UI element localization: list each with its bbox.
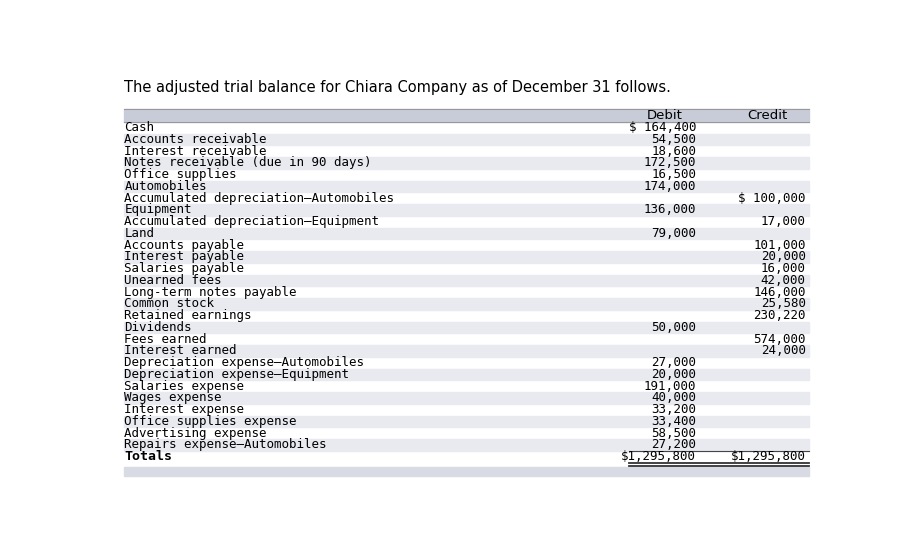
Text: Interest receivable: Interest receivable — [125, 144, 267, 158]
Text: 574,000: 574,000 — [753, 332, 806, 346]
Text: Notes receivable (due in 90 days): Notes receivable (due in 90 days) — [125, 156, 372, 169]
Text: Office supplies expense: Office supplies expense — [125, 415, 297, 428]
Text: Long-term notes payable: Long-term notes payable — [125, 286, 297, 299]
Text: Accumulated depreciation–Equipment: Accumulated depreciation–Equipment — [125, 215, 380, 228]
Bar — [125, 134, 809, 146]
Text: 33,200: 33,200 — [651, 403, 696, 416]
Text: 18,600: 18,600 — [651, 144, 696, 158]
Text: Dividends: Dividends — [125, 321, 192, 334]
Text: Automobiles: Automobiles — [125, 180, 207, 193]
Bar — [125, 251, 809, 263]
Text: 20,000: 20,000 — [761, 251, 806, 263]
Text: 230,220: 230,220 — [753, 309, 806, 322]
Bar — [125, 180, 809, 192]
Bar — [125, 228, 809, 239]
Bar — [125, 415, 809, 427]
Text: Accounts receivable: Accounts receivable — [125, 133, 267, 146]
Bar — [125, 110, 809, 122]
Text: Accounts payable: Accounts payable — [125, 239, 244, 252]
Text: 17,000: 17,000 — [761, 215, 806, 228]
Text: Retained earnings: Retained earnings — [125, 309, 252, 322]
Text: 136,000: 136,000 — [644, 203, 696, 216]
Text: The adjusted trial balance for Chiara Company as of December 31 follows.: The adjusted trial balance for Chiara Co… — [125, 80, 671, 95]
Text: 33,400: 33,400 — [651, 415, 696, 428]
Text: $ 100,000: $ 100,000 — [738, 192, 806, 205]
Text: Depreciation expense–Automobiles: Depreciation expense–Automobiles — [125, 356, 364, 369]
Text: 16,500: 16,500 — [651, 168, 696, 181]
Text: Depreciation expense–Equipment: Depreciation expense–Equipment — [125, 368, 350, 381]
Bar — [125, 345, 809, 357]
Bar — [125, 439, 809, 451]
Text: Equipment: Equipment — [125, 203, 192, 216]
Text: 101,000: 101,000 — [753, 239, 806, 252]
Text: 20,000: 20,000 — [651, 368, 696, 381]
Bar — [125, 275, 809, 286]
Bar — [125, 392, 809, 404]
Text: Debit: Debit — [647, 109, 682, 122]
Text: 191,000: 191,000 — [644, 380, 696, 393]
Text: 174,000: 174,000 — [644, 180, 696, 193]
Text: Accumulated depreciation–Automobiles: Accumulated depreciation–Automobiles — [125, 192, 394, 205]
Bar — [125, 368, 809, 380]
Bar — [125, 157, 809, 169]
Text: Common stock: Common stock — [125, 298, 214, 311]
Text: 79,000: 79,000 — [651, 227, 696, 240]
Text: 146,000: 146,000 — [753, 286, 806, 299]
Text: 16,000: 16,000 — [761, 262, 806, 275]
Text: Repairs expense–Automobiles: Repairs expense–Automobiles — [125, 438, 327, 451]
Text: Unearned fees: Unearned fees — [125, 274, 222, 287]
Text: Advertising expense: Advertising expense — [125, 427, 267, 440]
Text: $1,295,800: $1,295,800 — [621, 451, 696, 463]
Text: Fees earned: Fees earned — [125, 332, 207, 346]
Text: Salaries expense: Salaries expense — [125, 380, 244, 393]
Text: Office supplies: Office supplies — [125, 168, 237, 181]
Text: 27,200: 27,200 — [651, 438, 696, 451]
Text: $1,295,800: $1,295,800 — [731, 451, 806, 463]
Bar — [125, 204, 809, 216]
Text: Salaries payable: Salaries payable — [125, 262, 244, 275]
Text: Cash: Cash — [125, 121, 155, 134]
Text: Land: Land — [125, 227, 155, 240]
Text: 58,500: 58,500 — [651, 427, 696, 440]
Bar — [125, 468, 809, 476]
Text: Interest earned: Interest earned — [125, 344, 237, 358]
Text: $ 164,400: $ 164,400 — [629, 121, 696, 134]
Text: Credit: Credit — [747, 109, 787, 122]
Bar — [125, 298, 809, 310]
Text: Interest expense: Interest expense — [125, 403, 244, 416]
Text: 24,000: 24,000 — [761, 344, 806, 358]
Text: 50,000: 50,000 — [651, 321, 696, 334]
Text: 27,000: 27,000 — [651, 356, 696, 369]
Text: 54,500: 54,500 — [651, 133, 696, 146]
Text: 172,500: 172,500 — [644, 156, 696, 169]
Text: 25,580: 25,580 — [761, 298, 806, 311]
Text: Wages expense: Wages expense — [125, 391, 222, 404]
Text: 42,000: 42,000 — [761, 274, 806, 287]
Text: Totals: Totals — [125, 451, 172, 463]
Text: Interest payable: Interest payable — [125, 251, 244, 263]
Text: 40,000: 40,000 — [651, 391, 696, 404]
Bar — [125, 322, 809, 334]
